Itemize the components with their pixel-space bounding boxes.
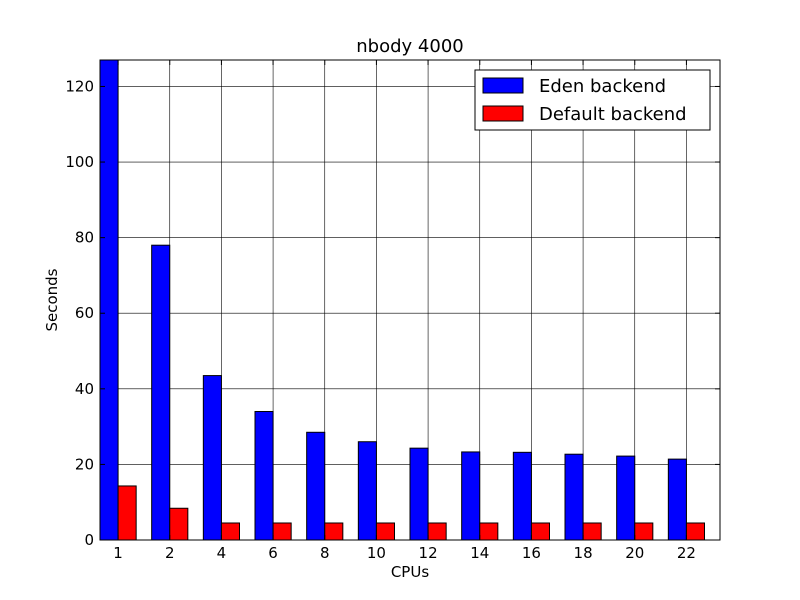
y-tick-label: 60 — [75, 304, 94, 322]
x-tick-label: 14 — [470, 544, 489, 562]
bar-default-backend — [272, 522, 292, 541]
bar-eden-backend — [512, 451, 532, 541]
bar-default-backend — [169, 507, 189, 541]
bar-eden-backend — [461, 451, 481, 541]
y-tick-label: 120 — [65, 77, 94, 95]
chart-title: nbody 4000 — [356, 36, 463, 57]
y-tick-label: 40 — [75, 380, 94, 398]
bar-eden-backend — [99, 59, 119, 541]
x-tick-label: 10 — [367, 544, 386, 562]
x-tick-label: 6 — [268, 544, 278, 562]
bar-default-backend — [685, 522, 706, 541]
bar-default-backend — [582, 522, 602, 541]
bar-default-backend — [375, 522, 395, 541]
bar-eden-backend — [409, 447, 429, 541]
x-tick-label: 22 — [677, 544, 696, 562]
legend-swatch — [482, 77, 524, 94]
bar-default-backend — [479, 522, 499, 541]
bar-eden-backend — [254, 410, 274, 541]
y-tick-label: 80 — [75, 229, 94, 247]
legend: Eden backend Default backend — [474, 69, 711, 131]
x-tick-label: 20 — [625, 544, 644, 562]
bar-eden-backend — [564, 453, 584, 541]
plot-frame — [99, 59, 721, 541]
bar-default-backend — [324, 522, 344, 541]
x-tick-label: 2 — [165, 544, 175, 562]
bar-default-backend — [427, 522, 447, 541]
legend-label: Eden backend — [539, 76, 666, 97]
y-tick-label: 0 — [84, 531, 94, 549]
bar-eden-backend — [202, 375, 222, 541]
bar-eden-backend — [616, 455, 636, 541]
x-tick-label: 18 — [574, 544, 593, 562]
y-tick-label: 100 — [65, 153, 94, 171]
bar-default-backend — [117, 485, 137, 541]
x-tick-label: 1 — [113, 544, 123, 562]
bar-eden-backend — [306, 431, 326, 541]
x-tick-label: 16 — [522, 544, 541, 562]
bar-eden-backend — [357, 441, 377, 541]
bar-default-backend — [220, 522, 241, 541]
x-tick-label: 8 — [320, 544, 330, 562]
x-tick-label: 12 — [419, 544, 438, 562]
bar-eden-backend — [151, 244, 171, 541]
bar-default-backend — [530, 522, 551, 541]
bar-default-backend — [634, 522, 654, 541]
legend-swatch — [482, 105, 524, 122]
x-tick-label: 4 — [217, 544, 227, 562]
legend-label: Default backend — [539, 104, 687, 125]
y-tick-label: 20 — [75, 455, 94, 473]
bar-eden-backend — [667, 458, 687, 541]
y-axis-label: Seconds — [43, 268, 61, 331]
x-axis-label: CPUs — [391, 563, 429, 581]
